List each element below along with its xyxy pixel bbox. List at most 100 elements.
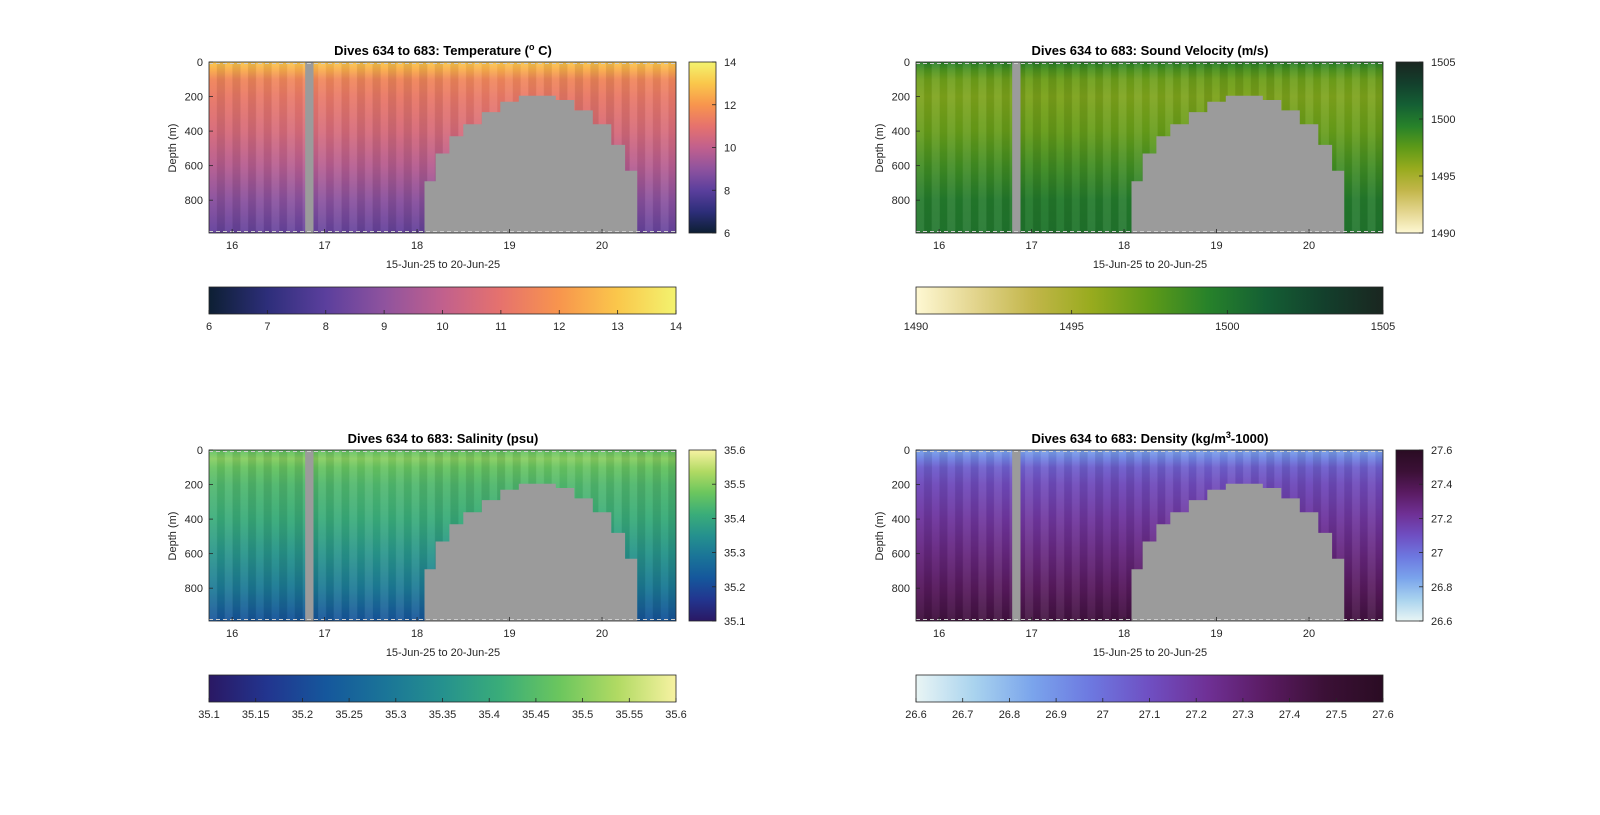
colorbar-tick-label: 11 [495,321,506,333]
colorbar-tick-label: 1495 [1431,171,1455,183]
dive-column [434,62,443,233]
dive-column [1133,62,1143,233]
colorbar-tick-label: 35.55 [616,709,644,721]
x-tick-label: 19 [503,628,515,640]
dive-column [1040,450,1049,621]
dive-column [660,62,669,233]
seabed-region [424,95,638,233]
bottom-colorbar-salinity: 35.1 35.15 35.2 35.25 35.3 35.35 35.4 35.45 35.5… [198,674,687,721]
colorbar-tick-label: 8 [323,321,329,333]
dive-column [1056,450,1065,621]
colorbar-tick-label: 12 [724,100,736,112]
dive-column [1079,450,1088,621]
dive-column [1102,62,1112,233]
dive-column [442,450,451,621]
dive-column [209,62,217,233]
dive-column [621,450,630,621]
dive-column [1336,62,1345,233]
dive-column [356,450,366,621]
colorbar-tick-label: 27.5 [1326,709,1347,721]
dive-column [1095,450,1104,621]
y-tick-label: 400 [185,126,203,138]
dive-column [955,62,963,233]
dive-column [426,450,436,621]
dive-column [916,450,924,621]
colorbar-tick-label: 35.4 [478,709,499,721]
dive-column [1149,450,1158,621]
dive-column [970,450,979,621]
side-colorbar-sound-velocity: 1490 1495 1500 1505 [1395,57,1455,240]
dive-column [629,450,638,621]
dive-column [1359,62,1368,233]
y-tick-label: 600 [185,549,203,561]
heatmap-temperature: 0 200 400 600 800 16 17 18 19 20 [185,57,677,252]
dive-column [1118,450,1126,621]
dive-column [644,62,654,233]
dive-column [1048,450,1057,621]
dive-column [403,62,412,233]
dive-column [247,62,257,233]
colorbar-tick-label: 35.2 [292,709,313,721]
dive-column [1351,62,1361,233]
dive-column [1087,62,1096,233]
dive-column [372,62,381,233]
axes-frame [915,449,1384,622]
dive-column [380,450,389,621]
colorbar-gradient [688,449,717,622]
colorbar-tick-label: 8 [724,185,730,197]
colorbar-tick-label: 26.6 [905,709,926,721]
colorbar-tick-label: 12 [553,321,565,333]
dive-column [1375,62,1384,233]
colorbar-tick-label: 35.35 [429,709,457,721]
x-tick-label: 20 [596,240,608,252]
dive-column [442,62,451,233]
colorbar-tick-label: 27.6 [1431,445,1452,457]
y-tick-label: 600 [892,161,910,173]
side-colorbar-temperature: 6 8 10 12 14 [688,57,736,240]
y-axis-label-salinity: Depth (m) [167,512,179,561]
colorbar-tick-label: 6 [724,228,730,240]
seabed-region [424,483,638,621]
dive-column [411,62,420,233]
x-tick-label: 18 [1118,628,1130,640]
colorbar-tick-label: 35.4 [724,513,745,525]
dive-column [954,450,964,621]
dive-column [263,450,272,621]
dive-column [1087,450,1096,621]
dive-column [923,62,933,233]
colorbar-gradient [208,286,677,315]
x-tick-label: 18 [1118,240,1130,252]
colorbar-tick-label: 27.2 [1185,709,1206,721]
dive-column [621,62,630,233]
y-axis-label-temperature: Depth (m) [167,124,179,173]
colorbar-gradient [208,674,677,703]
dive-column [1149,62,1158,233]
dive-column [1126,450,1135,621]
colorbar-tick-label: 27 [1431,548,1443,560]
dive-column [668,450,677,621]
dive-column [216,62,226,233]
dive-column [637,450,646,621]
colorbar-tick-label: 1505 [1371,321,1395,333]
heatmap-sound-velocity: 0 200 400 600 800 16 17 18 19 20 [892,57,1384,252]
dive-column [993,62,1003,233]
dive-column [932,450,940,621]
dive-column [1079,62,1088,233]
data-gap [1012,62,1021,233]
dive-column [962,62,971,233]
x-tick-label: 20 [1303,628,1315,640]
dive-column [1344,62,1353,233]
dive-column [224,450,233,621]
y-tick-label: 0 [197,57,203,69]
dive-column [986,62,995,233]
data-gap [1012,450,1021,621]
x-tick-label: 19 [1210,628,1222,640]
y-tick-label: 200 [185,92,203,104]
dive-column [962,450,971,621]
bottom-colorbar-density: 26.6 26.7 26.8 26.9 27 27.1 27.2 27.3 27.4 27.5 27… [905,674,1394,721]
colorbar-tick-label: 35.45 [522,709,550,721]
panel-salinity: Dives 634 to 683: Salinity (psu) 0 200 400… [167,431,745,721]
colorbar-tick-label: 1490 [904,321,928,333]
dive-column [947,62,956,233]
dive-column [271,62,280,233]
